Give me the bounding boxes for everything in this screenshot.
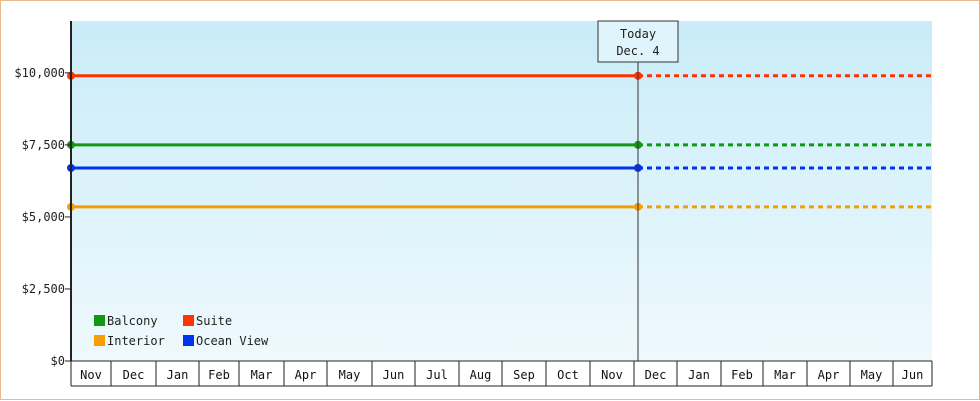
x-month-label: Jul	[426, 368, 448, 382]
y-tick-label: $5,000	[22, 210, 65, 224]
legend-swatch	[183, 315, 194, 326]
x-month-label: Jan	[167, 368, 189, 382]
x-month-label: Mar	[774, 368, 796, 382]
x-month-label: Jun	[902, 368, 924, 382]
x-month-label: Sep	[513, 368, 535, 382]
x-month-label: Feb	[731, 368, 753, 382]
x-month-label: Mar	[251, 368, 273, 382]
x-month-label: Nov	[80, 368, 102, 382]
x-month-label: Jan	[688, 368, 710, 382]
y-tick-label: $0	[51, 354, 65, 368]
x-month-label: Dec	[123, 368, 145, 382]
x-month-label: Jun	[383, 368, 405, 382]
x-month-label: Apr	[818, 368, 840, 382]
legend-label: Suite	[196, 314, 232, 328]
x-month-label: May	[861, 368, 883, 382]
y-tick-label: $10,000	[14, 66, 65, 80]
legend-label: Interior	[107, 334, 165, 348]
legend-label: Balcony	[107, 314, 158, 328]
legend-swatch	[94, 335, 105, 346]
x-month-label: May	[339, 368, 361, 382]
y-tick-label: $2,500	[22, 282, 65, 296]
x-month-label: Oct	[557, 368, 579, 382]
legend-swatch	[183, 335, 194, 346]
x-month-label: Nov	[601, 368, 623, 382]
x-month-label: Feb	[208, 368, 230, 382]
legend-swatch	[94, 315, 105, 326]
x-month-label: Aug	[470, 368, 492, 382]
x-month-label: Dec	[645, 368, 667, 382]
legend-label: Ocean View	[196, 334, 269, 348]
x-month-label: Apr	[295, 368, 317, 382]
y-tick-label: $7,500	[22, 138, 65, 152]
today-label-box	[597, 20, 679, 63]
today-label-title: Today	[620, 27, 656, 41]
today-label-date: Dec. 4	[616, 44, 659, 58]
plot-background	[71, 21, 932, 361]
